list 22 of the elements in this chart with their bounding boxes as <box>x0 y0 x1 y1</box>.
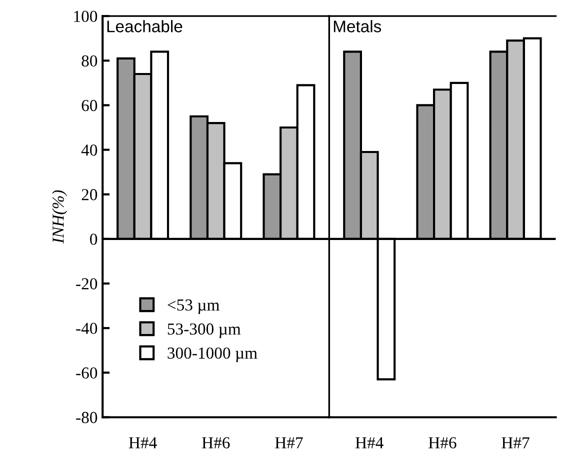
legend-label: <53 µm <box>168 299 220 314</box>
x-tick-label: H#6 <box>428 437 456 448</box>
y-tick-label: 20 <box>82 189 98 200</box>
y-tick-label: 40 <box>81 144 98 156</box>
annotation: Leachable <box>107 20 182 32</box>
annotation: Metals <box>334 20 382 32</box>
y-tick-label: -60 <box>76 367 98 379</box>
y-tick-label: -20 <box>76 278 98 290</box>
x-tick-label: H#6 <box>202 437 230 448</box>
x-tick-label: H#4 <box>128 437 157 448</box>
x-tick-label: H#7 <box>275 437 303 448</box>
y-tick-label: 60 <box>82 100 98 112</box>
legend-label: 53-300 µm <box>168 323 241 338</box>
y-tick-label: 100 <box>74 10 98 22</box>
y-axis-title: INH(%) <box>52 190 68 244</box>
y-tick-label: 80 <box>82 55 98 67</box>
y-tick-label: -40 <box>76 322 98 334</box>
x-tick-label: H#4 <box>356 437 384 448</box>
y-tick-label: -80 <box>76 412 98 424</box>
legend-label: 300-1000 µm <box>168 347 258 362</box>
x-tick-label: H#7 <box>502 437 530 448</box>
y-tick-label: 0 <box>90 234 98 245</box>
